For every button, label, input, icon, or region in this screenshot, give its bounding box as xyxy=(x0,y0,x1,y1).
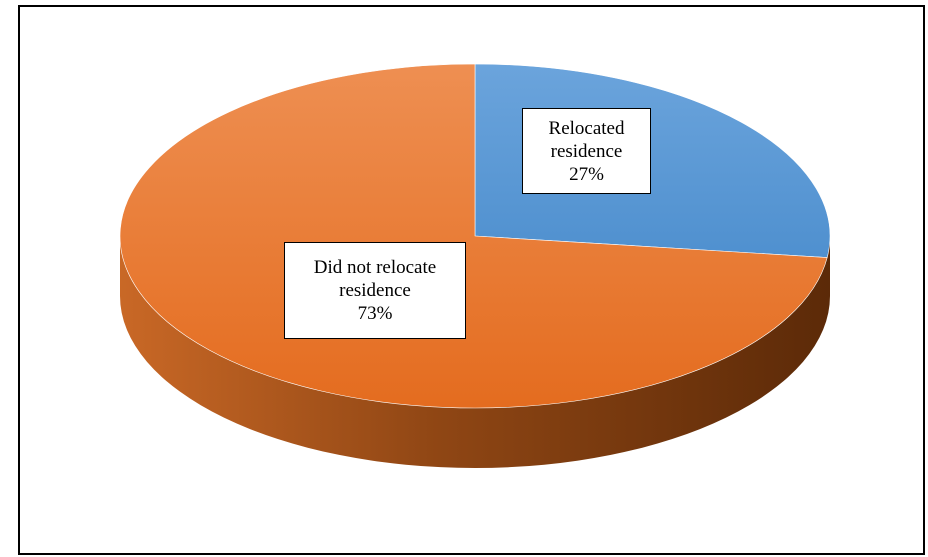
data-label-not-relocated: Did not relocate residence 73% xyxy=(284,242,466,339)
data-label-relocated-pct: 27% xyxy=(569,163,604,185)
pie-side-wall xyxy=(120,236,830,468)
data-label-relocated-line2: residence xyxy=(550,140,623,162)
data-label-not-relocated-line1: Did not relocate xyxy=(313,257,437,278)
data-label-not-relocated-pct: 73% xyxy=(357,303,393,324)
data-label-relocated: Relocated residence 27% xyxy=(522,108,651,194)
data-label-relocated-line1: Relocated xyxy=(548,117,625,139)
data-label-not-relocated-line2: residence xyxy=(339,280,411,301)
